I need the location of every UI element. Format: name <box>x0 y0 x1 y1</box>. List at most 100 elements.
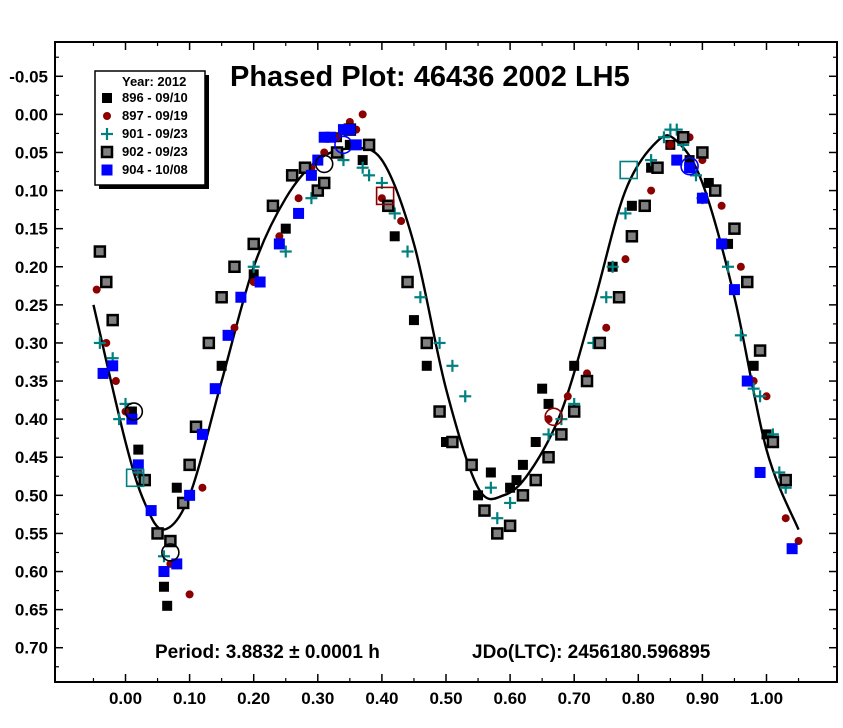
data-point <box>216 360 227 371</box>
data-point <box>228 260 241 274</box>
highlight-marker <box>334 135 353 155</box>
data-point <box>446 359 459 372</box>
data-point <box>414 291 427 304</box>
data-point <box>401 245 414 258</box>
series-2 <box>93 123 792 563</box>
x-tick-label: 0.50 <box>429 689 462 708</box>
data-point <box>606 260 619 273</box>
data-point <box>183 458 196 472</box>
data-point <box>93 245 107 258</box>
data-point <box>100 275 113 289</box>
data-point <box>504 496 517 509</box>
data-point <box>317 176 331 190</box>
legend-marker <box>101 164 113 176</box>
data-point <box>593 336 607 350</box>
data-point <box>441 437 451 447</box>
x-tick-label: 0.00 <box>109 689 142 708</box>
data-point <box>736 262 745 271</box>
data-point <box>337 154 350 167</box>
data-point <box>133 444 144 455</box>
data-point <box>741 275 754 289</box>
data-point <box>459 390 472 403</box>
data-point <box>357 155 368 166</box>
legend-label: 901 - 09/23 <box>122 126 188 141</box>
chart-title: Phased Plot: 46436 2002 LH5 <box>230 61 630 93</box>
data-point <box>542 428 555 441</box>
data-point <box>320 148 329 157</box>
legend-marker <box>102 93 112 103</box>
data-point <box>171 482 182 493</box>
y-tick-label: 0.60 <box>15 563 48 582</box>
x-tick-label: 0.80 <box>622 689 655 708</box>
y-tick-label: 0.70 <box>15 639 48 658</box>
highlight-marker <box>619 160 638 180</box>
data-point <box>625 230 639 243</box>
data-point <box>671 154 683 166</box>
data-point <box>505 482 516 493</box>
data-point <box>273 238 285 250</box>
x-tick-label: 0.30 <box>301 689 334 708</box>
x-tick-label: 1.00 <box>750 689 783 708</box>
data-point <box>158 581 169 592</box>
data-point <box>254 276 266 288</box>
data-point <box>684 162 696 174</box>
data-point <box>651 161 664 174</box>
data-point <box>717 201 726 210</box>
data-point <box>185 590 194 599</box>
y-tick-label: 0.45 <box>15 448 48 467</box>
data-point <box>786 543 798 555</box>
data-point <box>176 496 190 510</box>
data-point <box>305 192 318 205</box>
y-tick-label: 0.00 <box>15 105 48 124</box>
data-point <box>555 428 568 441</box>
data-point <box>311 184 325 197</box>
y-tick-label: 0.25 <box>15 296 48 315</box>
data-point <box>503 519 517 533</box>
data-point <box>748 360 759 371</box>
data-point <box>189 420 203 434</box>
data-point <box>762 392 771 401</box>
data-point <box>580 374 594 388</box>
data-point <box>794 537 803 546</box>
data-point <box>196 428 208 440</box>
data-point <box>511 475 522 486</box>
x-tick-label: 0.10 <box>173 689 206 708</box>
data-point <box>781 514 790 523</box>
data-point <box>728 222 741 235</box>
data-point <box>542 450 555 464</box>
data-point <box>230 323 239 332</box>
legend-box <box>94 70 206 186</box>
highlight-marker <box>161 543 180 562</box>
data-point <box>684 155 695 166</box>
data-point <box>638 199 651 213</box>
data-point <box>446 435 459 449</box>
y-tick-label: 0.55 <box>15 524 48 543</box>
data-point <box>722 260 735 273</box>
y-tick-label: 0.15 <box>15 220 48 239</box>
data-point <box>696 192 708 204</box>
data-point <box>529 473 542 487</box>
data-point <box>97 367 109 379</box>
legend-marker <box>103 112 111 120</box>
data-point <box>473 490 484 501</box>
legend-label: 897 - 09/19 <box>122 108 188 123</box>
data-point <box>382 199 395 213</box>
data-point <box>670 123 683 136</box>
epoch-label: JDo(LTC): 2456180.596895 <box>472 642 711 663</box>
data-point <box>408 315 419 326</box>
data-point <box>222 329 234 341</box>
data-point <box>198 483 207 492</box>
legend: Year: 2012 896 - 09/10 897 - 09/19 901 - 0… <box>94 70 209 189</box>
data-point <box>421 360 432 371</box>
y-tick-label: 0.05 <box>15 143 48 162</box>
data-point <box>543 398 554 409</box>
data-point <box>344 139 355 150</box>
data-point <box>298 161 312 174</box>
x-tick-label: 0.60 <box>494 689 527 708</box>
data-point <box>716 238 728 250</box>
data-point <box>485 467 496 478</box>
x-tick-label: 0.70 <box>558 689 591 708</box>
data-point <box>279 245 292 258</box>
data-point <box>293 207 305 219</box>
data-point <box>285 169 299 182</box>
